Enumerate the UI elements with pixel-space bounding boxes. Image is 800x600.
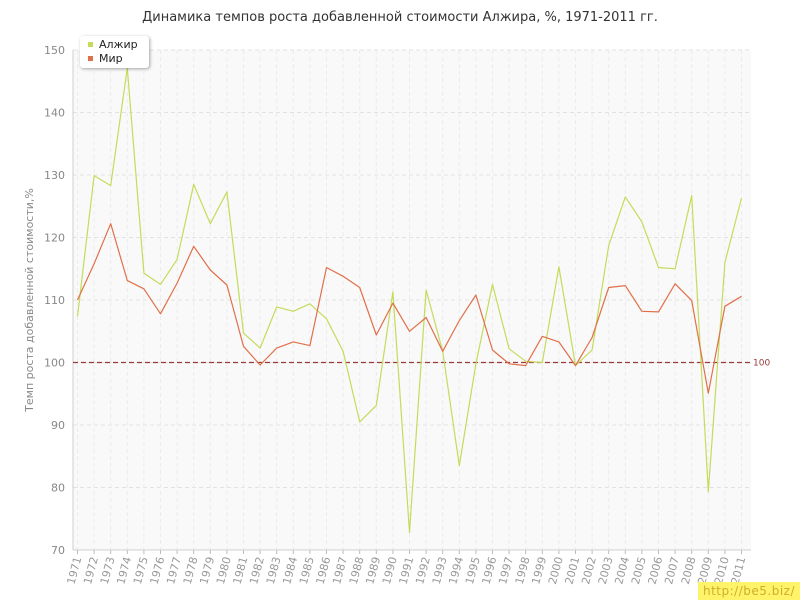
y-tick-label: 90 bbox=[51, 419, 65, 432]
y-tick-label: 70 bbox=[51, 544, 65, 557]
y-tick-label: 100 bbox=[44, 357, 65, 370]
legend-swatch-algeria bbox=[88, 41, 93, 47]
legend-label-algeria: Алжир bbox=[99, 38, 138, 51]
y-tick-label: 140 bbox=[44, 107, 65, 120]
watermark[interactable]: http://be5.biz/ bbox=[698, 582, 800, 600]
y-tick-label: 120 bbox=[44, 232, 65, 245]
y-axis-label: Темп роста добавленной стоимости,% bbox=[23, 188, 36, 413]
y-tick-label: 130 bbox=[44, 169, 65, 182]
legend-label-world: Мир bbox=[99, 52, 123, 65]
reference-line-label: 100 bbox=[753, 359, 770, 369]
legend-swatch-world bbox=[88, 55, 93, 61]
chart-title: Динамика темпов роста добавленной стоимо… bbox=[142, 10, 658, 25]
legend-item-algeria: Алжир bbox=[88, 38, 138, 52]
series-line-algeria bbox=[76, 67, 743, 534]
y-tick-label: 80 bbox=[51, 482, 65, 495]
legend-item-world: Мир bbox=[88, 52, 123, 66]
y-tick-label: 110 bbox=[44, 294, 65, 307]
legend: Алжир Мир bbox=[80, 36, 149, 68]
y-tick-label: 150 bbox=[44, 44, 65, 57]
series-line-world bbox=[76, 223, 742, 394]
